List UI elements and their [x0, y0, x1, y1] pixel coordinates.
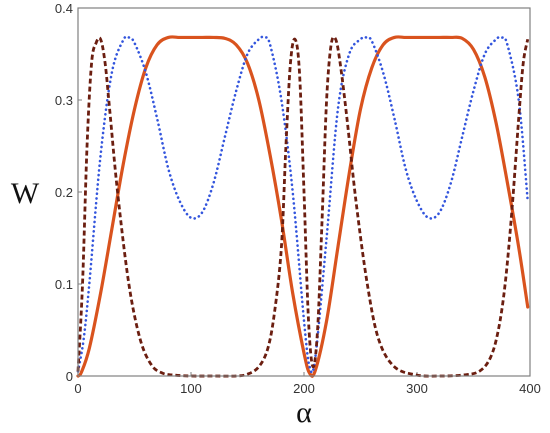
x-tick-label: 300 [406, 381, 428, 396]
x-tick-label: 400 [519, 381, 541, 396]
y-tick-label: 0.3 [55, 93, 73, 108]
x-tick-label: 200 [293, 381, 315, 396]
x-axis-label: α [296, 396, 312, 429]
series-layer [76, 35, 530, 378]
y-tick-label: 0.1 [55, 277, 73, 292]
plot-frame [77, 7, 531, 377]
series-line-solid [76, 35, 530, 378]
series-line-dotted [76, 35, 530, 374]
y-tick-label: 0.4 [55, 1, 73, 16]
series-line-dashed [76, 35, 530, 378]
y-tick-label: 0 [66, 369, 73, 384]
y-axis-label: W [11, 177, 40, 210]
x-tick-label: 100 [180, 381, 202, 396]
x-tick-label: 0 [74, 381, 81, 396]
tick-layer: 0 100 200 300 400 0 0.1 0.2 0.3 0.4 [55, 1, 541, 396]
y-tick-label: 0.2 [55, 185, 73, 200]
